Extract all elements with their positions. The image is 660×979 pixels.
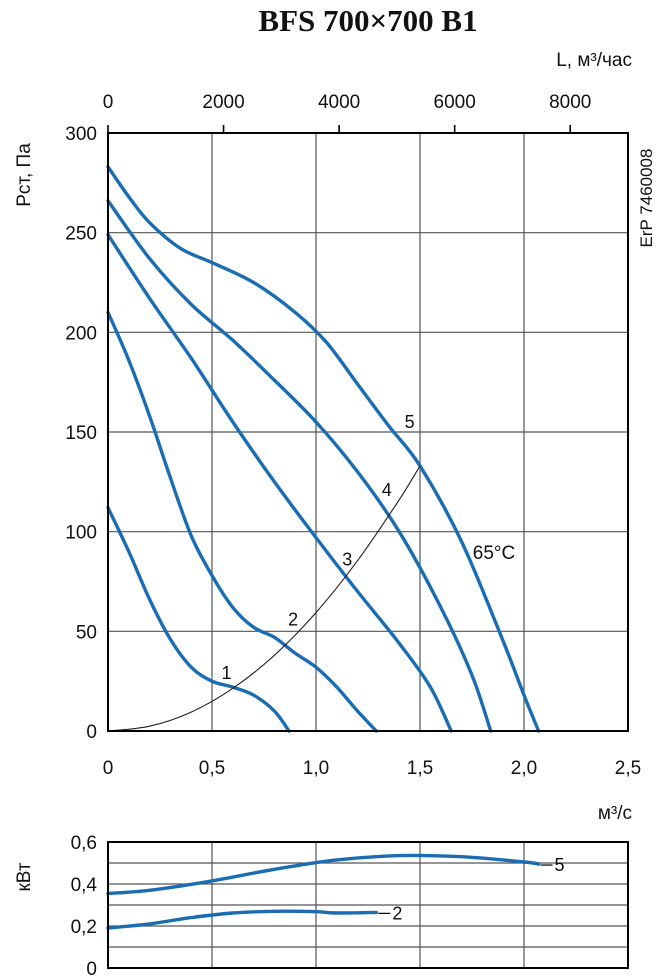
power-curve-2 (106, 909, 378, 930)
pressure-curve-2 (106, 310, 378, 733)
power-tick-labels: 0 0,2 0,4 0,6 (71, 833, 98, 979)
curve-label-4: 4 (382, 480, 392, 500)
power-curves (106, 853, 541, 930)
power-tick-label-1: 0,2 (71, 917, 97, 938)
y-tick-label-3: 150 (65, 423, 97, 444)
power-grid (107, 841, 629, 969)
pressure-curve-4 (106, 199, 493, 733)
x-tick-label-5: 2,5 (615, 758, 641, 779)
chart-title: BFS 700×700 B1 (258, 3, 477, 38)
temperature-label: 65°C (473, 543, 515, 564)
top-tick-label-2: 4000 (318, 92, 360, 113)
power-curve-5 (106, 853, 541, 896)
curve-label-1: 1 (222, 663, 232, 683)
curve-label-5: 5 (405, 412, 415, 432)
top-tick-label-3: 6000 (434, 92, 476, 113)
power-axis-label: кВт (14, 862, 35, 891)
y-tick-label-5: 250 (65, 224, 97, 245)
x-tick-label-0: 0 (103, 758, 114, 779)
pressure-curve-3 (106, 233, 453, 733)
pressure-curves (106, 165, 541, 733)
y-tick-label-6: 300 (65, 124, 97, 145)
y-tick-label-4: 200 (65, 323, 97, 344)
pressure-curve-5 (106, 165, 541, 733)
main-grid (107, 132, 629, 732)
y-axis-label: Pст, Па (14, 143, 35, 207)
pressure-curve-labels: 1 2 3 4 5 (222, 412, 415, 683)
power-curve-label-5: 5 (555, 855, 565, 875)
curve-label-3: 3 (342, 550, 352, 570)
x-tick-label-4: 2,0 (511, 758, 537, 779)
curve-label-2: 2 (288, 609, 298, 629)
top-tick-label-4: 8000 (549, 92, 591, 113)
main-tick-labels: 0 0,5 1,0 1,5 2,0 2,5 0 2000 4000 6000 8000 0 50 100 1… (65, 92, 641, 779)
system-line (107, 465, 421, 732)
power-plot-frame (107, 841, 629, 969)
x-tick-label-3: 1,5 (407, 758, 433, 779)
x-tick-label-2: 1,0 (303, 758, 329, 779)
power-curve-labels: 52 (378, 855, 565, 923)
x-axis-label: м³/с (598, 803, 632, 824)
power-tick-label-0: 0 (86, 959, 97, 979)
x-tick-label-1: 0,5 (199, 758, 225, 779)
y-tick-label-2: 100 (65, 523, 97, 544)
y-tick-label-1: 50 (76, 622, 97, 643)
erp-label: ErP 7460008 (637, 149, 656, 248)
y-tick-label-0: 0 (86, 722, 97, 743)
power-tick-label-3: 0,6 (71, 833, 97, 854)
top-axis-label: L, м³/час (556, 50, 632, 71)
top-tick-label-0: 0 (103, 92, 114, 113)
main-plot-frame (107, 132, 629, 732)
power-curve-label-2: 2 (392, 903, 402, 923)
pressure-curve-1 (106, 506, 291, 733)
power-tick-label-2: 0,4 (71, 875, 98, 896)
top-tick-label-1: 2000 (202, 92, 244, 113)
